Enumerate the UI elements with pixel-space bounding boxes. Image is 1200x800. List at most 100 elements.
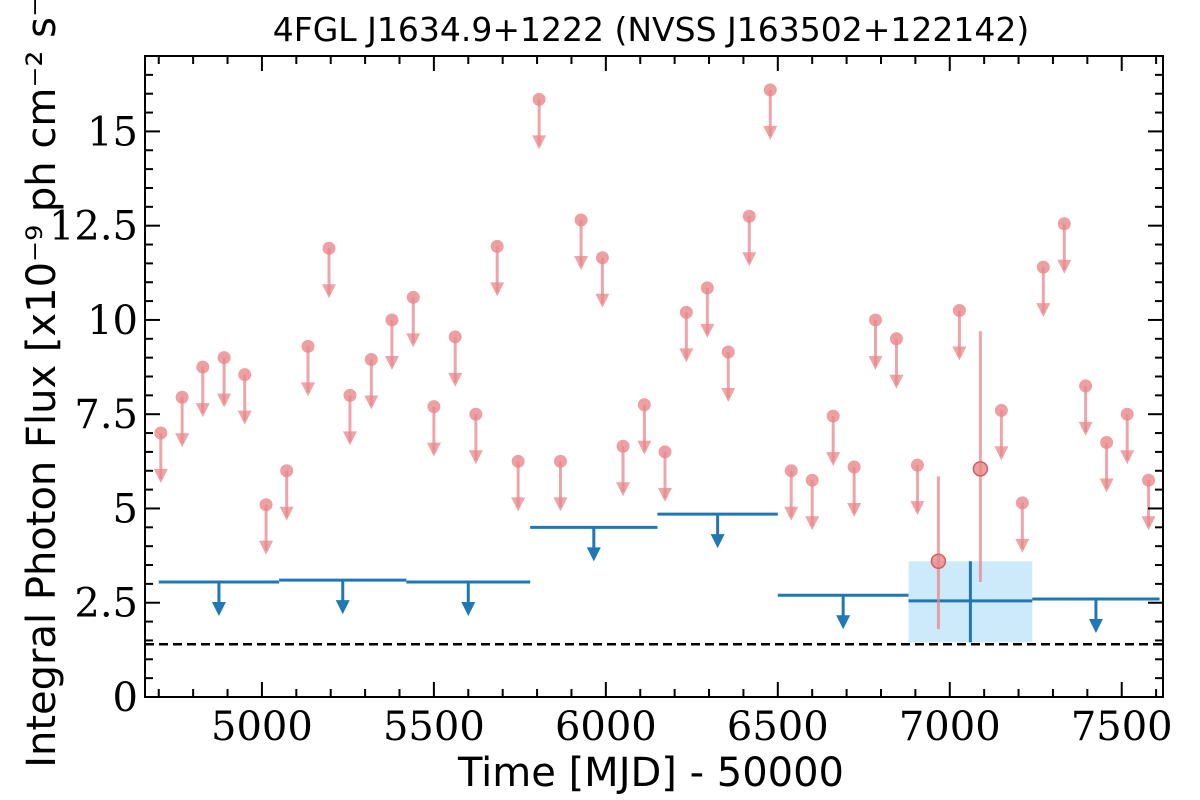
fine-upper-limit-arrow-head [301, 382, 316, 397]
x-tick-label: 5500 [383, 704, 485, 750]
y-tick-label: 12.5 [49, 204, 138, 250]
y-tick-label: 2.5 [74, 581, 138, 627]
fine-upper-limit-arrow-head [175, 433, 190, 448]
fine-detection-point [972, 461, 989, 477]
fine-upper-limit-arrow-head [574, 256, 589, 271]
coarse-upper-limit-arrow-head [211, 601, 226, 616]
fine-upper-limit-point [616, 439, 630, 453]
fine-upper-limit-arrow-head [742, 252, 757, 267]
fine-upper-limit-arrow-head [1036, 303, 1051, 318]
fine-upper-limit-arrow-head [259, 540, 274, 555]
fine-upper-limit-arrow-head [321, 284, 336, 299]
fine-upper-limit-arrow-head [1099, 478, 1114, 493]
coarse-upper-limit-arrow-head [710, 534, 725, 549]
fine-detection-point [930, 553, 947, 570]
fine-upper-limit-arrow-head [195, 403, 210, 418]
fine-upper-limit-point [1100, 435, 1114, 449]
y-tick-label: 15 [87, 109, 138, 155]
x-tick-label: 7000 [899, 704, 1001, 750]
fine-upper-limit-point [994, 403, 1008, 417]
x-axis-label: Time [MJD] - 50000 [457, 750, 844, 796]
fine-upper-limit-point [238, 368, 252, 382]
fine-upper-limit-arrow-head [490, 282, 505, 297]
fine-upper-limit-arrow-head [679, 348, 694, 363]
fine-upper-limit-point [385, 313, 399, 327]
fine-upper-limit-point [532, 92, 546, 106]
fine-upper-limit-arrow-head [595, 293, 610, 308]
fine-upper-limit-point [595, 251, 609, 265]
fine-upper-limit-point [679, 305, 693, 319]
fine-upper-limit-arrow-head [616, 482, 631, 497]
fine-upper-limit-point [868, 313, 882, 327]
fine-upper-limit-arrow-head [994, 446, 1009, 461]
fine-upper-limit-point [1015, 496, 1029, 510]
fine-upper-limit-point [847, 460, 861, 474]
coarse-upper-limit-arrow-head [586, 547, 601, 562]
fine-upper-limit-point [406, 290, 420, 304]
y-tick-label: 5 [113, 486, 138, 532]
fine-upper-limit-point [322, 241, 336, 255]
fine-upper-limit-point [511, 454, 525, 468]
coarse-upper-limit-arrow-head [335, 600, 350, 615]
plot-area: 5000 5500 6000 6500 7000 7500 0 2.5 5 7.5 10 12.5 15 [49, 55, 1173, 750]
fine-upper-limit-point [1079, 379, 1093, 393]
fine-upper-limit-point [175, 390, 189, 404]
fine-upper-limit-point [574, 213, 588, 227]
fine-upper-limit-arrow-head [826, 452, 841, 467]
fine-upper-limit-point [1057, 217, 1071, 231]
fine-upper-limit-point [1142, 473, 1156, 487]
coarse-upper-limit-arrow-head [1088, 618, 1103, 633]
fine-upper-limit-point [259, 498, 273, 512]
fine-upper-limit-arrow-head [448, 372, 463, 387]
fine-upper-limit-arrow-head [511, 497, 526, 512]
fine-upper-limit-point [280, 464, 294, 478]
coarse-upper-limit-arrow-head [836, 615, 851, 630]
fine-upper-limit-point [196, 360, 210, 374]
chart-title: 4FGL J1634.9+1222 (NVSS J163502+122142) [273, 10, 1029, 49]
fine-upper-limit-arrow-head [237, 410, 252, 425]
fine-upper-limit-arrow-head [847, 502, 862, 517]
fine-upper-limit-arrow-head [1120, 450, 1135, 465]
fine-upper-limit-point [910, 458, 924, 472]
fine-upper-limit-point [1120, 407, 1134, 421]
fine-upper-limit-arrow-head [910, 501, 925, 516]
y-axis-label: Integral Photon Flux [x10⁻⁹ ph cm⁻² s⁻¹] [19, 0, 65, 768]
x-tick-label: 6500 [727, 704, 829, 750]
fine-upper-limit-point [658, 445, 672, 459]
fine-upper-limit-point [490, 239, 504, 253]
fine-upper-limit-point [742, 209, 756, 223]
fine-upper-limit-point [784, 464, 798, 478]
fine-upper-limit-arrow-head [658, 487, 673, 502]
fine-upper-limit-point [889, 332, 903, 346]
fine-upper-limit-arrow-head [342, 431, 357, 446]
fine-upper-limit-point [343, 388, 357, 402]
fine-upper-limit-arrow-head [805, 516, 820, 531]
fine-upper-limit-point [952, 304, 966, 318]
fine-upper-limit-point [637, 398, 651, 412]
fine-upper-limit-arrow-head [700, 323, 715, 338]
fine-upper-limit-point [1036, 260, 1050, 274]
fine-upper-limit-arrow-head [217, 393, 232, 408]
x-tick-label: 5000 [211, 704, 313, 750]
fine-upper-limit-point [217, 351, 231, 365]
fine-upper-limit-point [553, 454, 567, 468]
fine-upper-limit-point [469, 407, 483, 421]
fine-upper-limit-point [427, 400, 441, 414]
fine-upper-limit-arrow-head [637, 440, 652, 455]
fine-upper-limit-point [364, 353, 378, 367]
fine-upper-limit-arrow-head [426, 442, 441, 457]
fine-upper-limit-arrow-head [279, 506, 294, 521]
fine-upper-limit-arrow-head [952, 346, 967, 361]
y-tick-label: 7.5 [74, 392, 138, 438]
fine-upper-limit-point [763, 83, 777, 97]
fine-upper-limit-point [154, 426, 168, 440]
fine-upper-limit-arrow-head [1015, 538, 1030, 553]
fine-upper-limit-arrow-head [1057, 259, 1072, 274]
fine-upper-limit-arrow-head [553, 497, 568, 512]
fine-upper-limit-point [826, 409, 840, 423]
fine-upper-limit-point [805, 473, 819, 487]
fine-upper-limit-arrow-head [153, 469, 168, 484]
fine-upper-limit-point [721, 345, 735, 359]
fine-upper-limit-arrow-head [868, 355, 883, 370]
